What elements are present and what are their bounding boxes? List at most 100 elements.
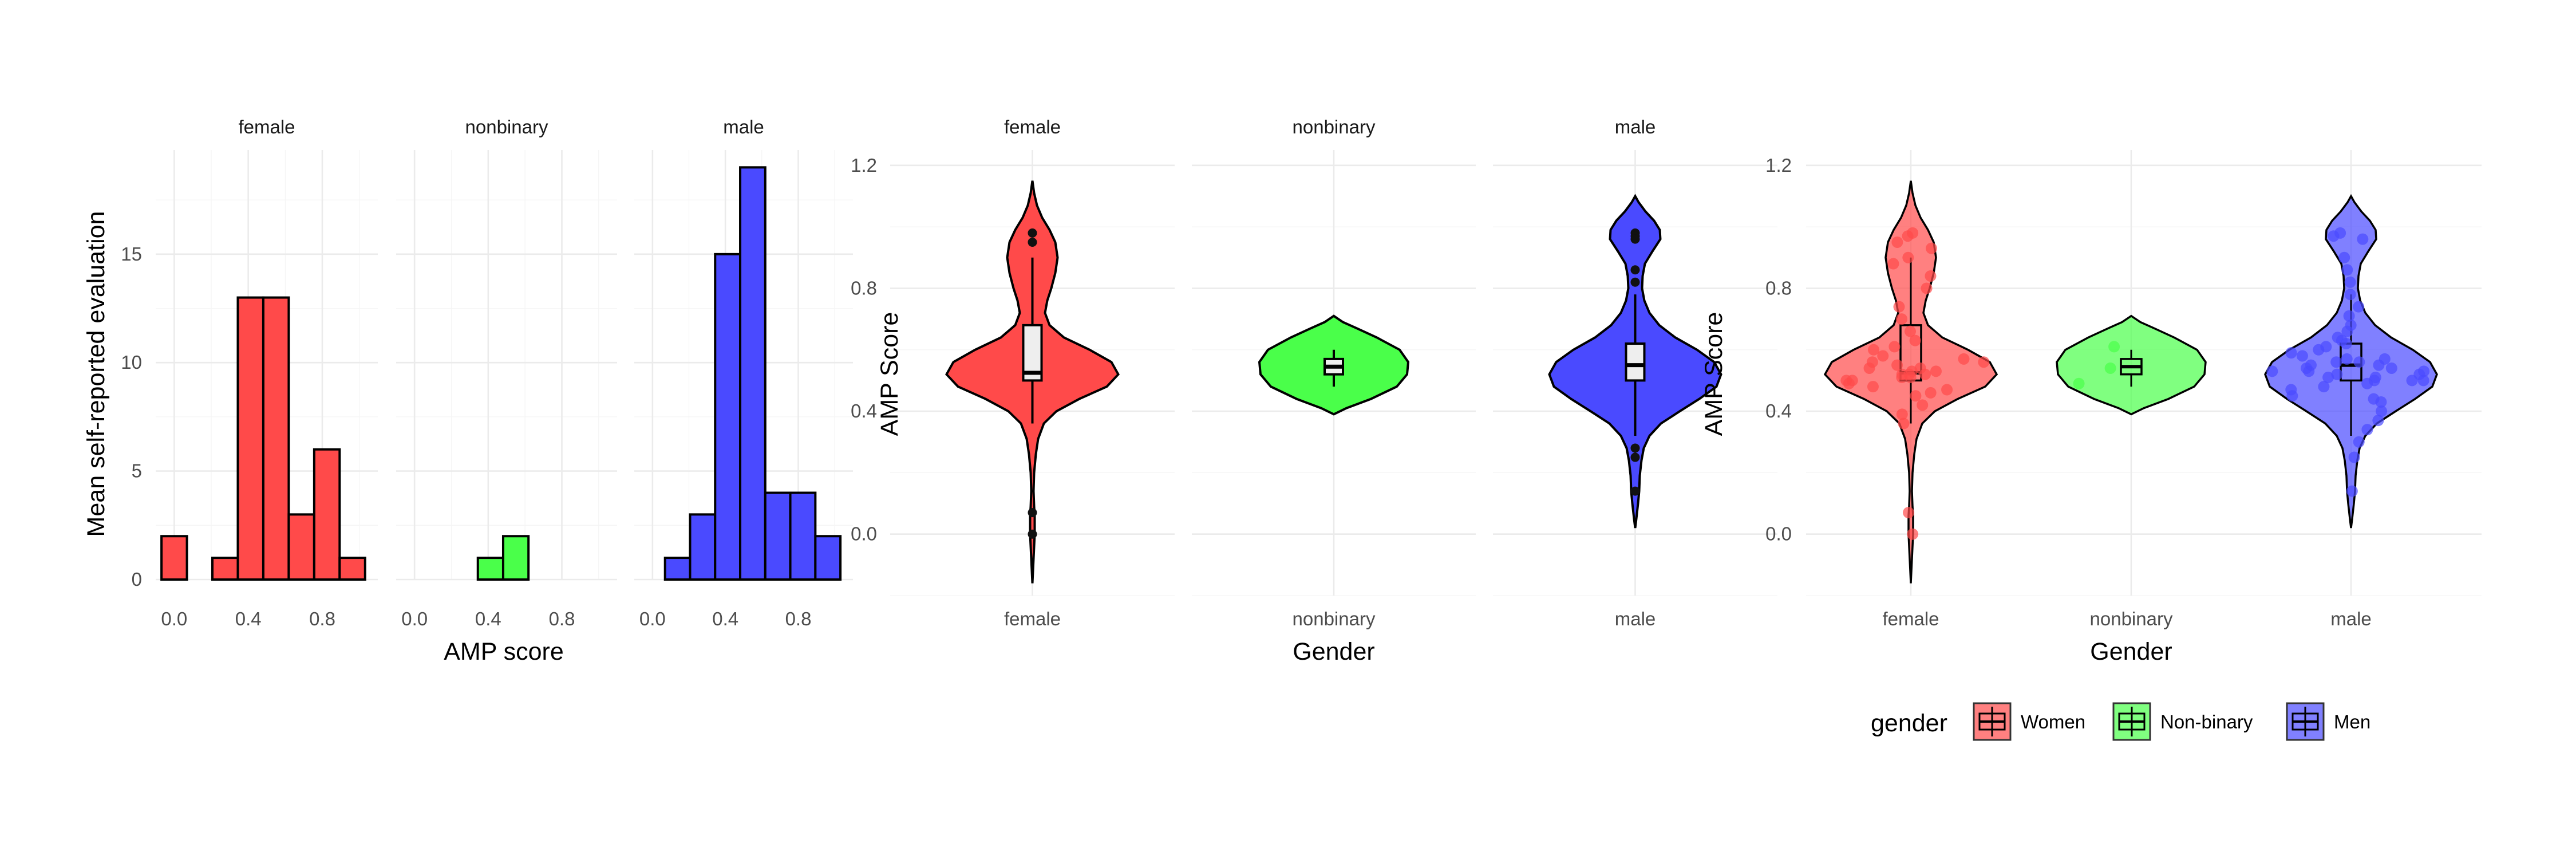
jitter-point (1888, 341, 1901, 353)
histogram-panel: female 0.0 0.4 0.8 nonbinary 0.0 0.4 0.8 male 0.0… (82, 116, 853, 665)
jitter-point (1919, 368, 1931, 380)
jitter-point (2353, 301, 2365, 313)
jitter-point (1921, 282, 1933, 294)
y-tick-label: 0 (132, 569, 142, 590)
jitter-point (2286, 390, 2298, 402)
x-tick-label: nonbinary (1293, 608, 1376, 629)
facet-label: female (238, 116, 295, 137)
histogram-bar (236, 296, 264, 581)
jitter-point (2285, 347, 2297, 359)
jitter-point (2296, 350, 2308, 362)
y-tick-label: 0.4 (1765, 400, 1792, 421)
x-tick-label: 0.4 (235, 608, 262, 629)
jitter-point (2334, 227, 2346, 239)
jitter-point (2418, 365, 2430, 377)
jitter-point (1840, 375, 1852, 387)
histogram-bar (476, 557, 504, 581)
violin-box-panel: female female nonbinary nonbinary male male 0.… (851, 116, 1777, 665)
jitter-point (1887, 258, 1899, 270)
jitter-point (2357, 233, 2369, 245)
jitter-point (1917, 399, 1929, 411)
jitter-point (2385, 362, 2397, 374)
x-tick-label: 0.8 (549, 608, 575, 629)
jitter-point (2417, 375, 2429, 387)
x-axis-title: Gender (2090, 638, 2172, 665)
box-male (1625, 342, 1646, 382)
jitter-point (1896, 368, 1908, 380)
facet-label: male (1615, 116, 1656, 137)
legend-label-male: Men (2334, 711, 2370, 732)
jitter-point (2345, 319, 2357, 331)
legend: gender Women Non-binary Men (1871, 702, 2370, 741)
x-axis-title: Gender (1293, 638, 1374, 665)
jitter-point (2353, 356, 2365, 368)
jitter-point (1896, 408, 1908, 420)
jitter-point (1941, 384, 1953, 396)
jitter-point (2338, 251, 2350, 263)
jitter-point (1902, 251, 1914, 263)
outlier-point (1630, 234, 1640, 244)
x-tick-label: 0.4 (712, 608, 738, 629)
jitter-point (1903, 507, 1915, 519)
jitter-point (1877, 350, 1889, 362)
y-tick-label: 1.2 (851, 155, 877, 176)
jitter-point (2343, 310, 2355, 322)
jitter-point (2331, 368, 2343, 380)
facet-label: female (1004, 116, 1061, 137)
jitter-point (2368, 375, 2380, 387)
jitter-point (2266, 365, 2278, 377)
jitter-point (1863, 362, 1875, 374)
legend-label-female: Women (2021, 711, 2085, 732)
jitter-point (2361, 424, 2373, 436)
jitter-point (2341, 264, 2353, 276)
histogram-bar (501, 535, 530, 581)
jitter-point (2336, 334, 2348, 346)
y-tick-label: 0.0 (851, 523, 877, 545)
jitter-point (2301, 362, 2313, 374)
jitter-point (1907, 227, 1919, 239)
x-axis-title: AMP score (444, 638, 564, 665)
y-tick-label: 1.2 (1765, 155, 1792, 176)
jitter-point (2346, 485, 2358, 497)
jitter-point (2348, 451, 2360, 463)
jitter-point (2322, 372, 2334, 384)
jitter-point (2344, 276, 2356, 288)
x-tick-label: male (1615, 608, 1656, 629)
y-tick-label: 10 (121, 352, 142, 373)
histogram-bar (160, 535, 188, 581)
histogram-bar (764, 491, 792, 581)
jitter-point (2318, 381, 2330, 393)
jitter-point (2372, 415, 2384, 427)
jitter-point (1925, 387, 1937, 399)
jitter-point (1867, 381, 1879, 393)
jitter-point (1909, 334, 1921, 346)
x-tick-label: 0.0 (401, 608, 428, 629)
x-tick-label: female (1882, 608, 1939, 629)
y-axis-title: AMP Score (876, 312, 903, 436)
y-tick-label: 0.4 (851, 400, 877, 421)
histogram-bar (663, 557, 692, 581)
jitter-point (2320, 341, 2332, 353)
x-tick-label: nonbinary (2090, 608, 2173, 629)
jitter-point (1978, 356, 1990, 368)
jitter-point (1925, 270, 1937, 282)
jitter-point (1930, 365, 1942, 377)
y-tick-label: 0.8 (851, 277, 877, 298)
x-tick-label: 0.0 (639, 608, 666, 629)
histogram-bar (714, 253, 742, 581)
histogram-bar (211, 557, 239, 581)
histogram-bar (789, 491, 817, 581)
histogram-bar (262, 296, 290, 581)
y-tick-label: 15 (121, 243, 142, 265)
histogram-bar (814, 535, 842, 581)
histogram-bar (287, 513, 315, 581)
y-axis-title: AMP Score (1700, 312, 1728, 436)
y-axis-title: Mean self-reported evaluation (82, 211, 110, 537)
outlier-point (1630, 452, 1640, 462)
jitter-point (2330, 356, 2342, 368)
jitter-point (1891, 359, 1903, 371)
jitter-point (1898, 417, 1910, 430)
jitter-point (2353, 436, 2365, 448)
outlier-point (1630, 486, 1640, 496)
outlier-point (1630, 265, 1640, 275)
